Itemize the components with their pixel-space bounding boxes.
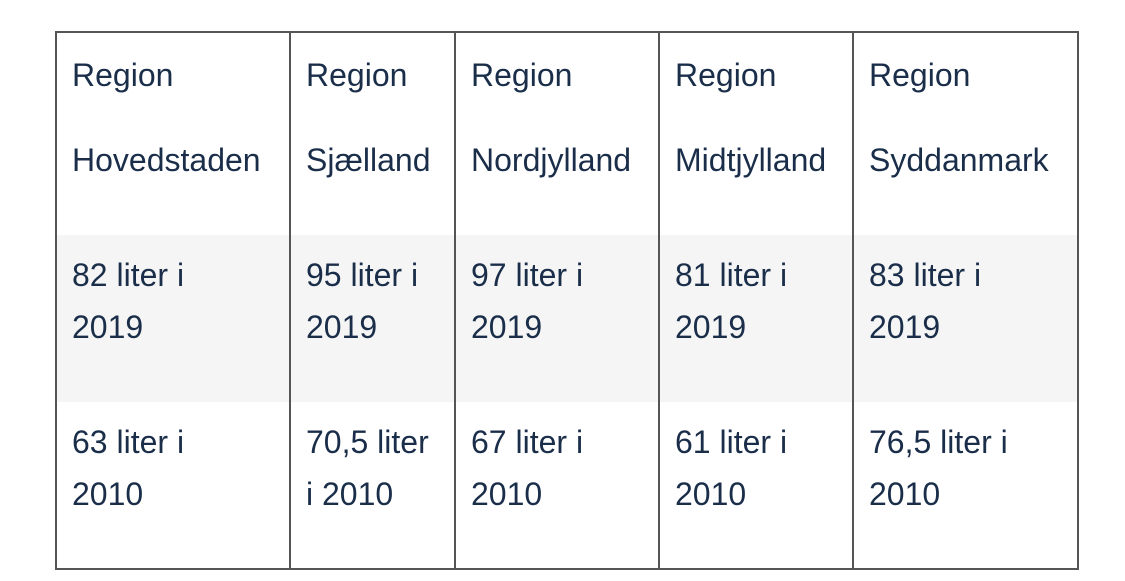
table-container: Region Hovedstaden Region Sjælland Regio… bbox=[55, 31, 1079, 570]
header-line: Nordjylland bbox=[471, 142, 632, 178]
cell-line: 2019 bbox=[675, 309, 747, 345]
cell-line: 2019 bbox=[72, 309, 144, 345]
table-cell: 95 liter i 2019 bbox=[289, 235, 456, 402]
header-line: Midtjylland bbox=[675, 142, 827, 178]
cell-line: 82 liter i bbox=[72, 257, 185, 293]
cell-line: 2019 bbox=[471, 309, 543, 345]
header-line: Region bbox=[869, 57, 971, 93]
table-cell: 76,5 liter i 2010 bbox=[852, 402, 1079, 569]
table-cell: 83 liter i 2019 bbox=[852, 235, 1079, 402]
table-row: 63 liter i 2010 70,5 liter i 2010 67 lit… bbox=[55, 402, 1079, 569]
cell-line: 95 liter i bbox=[306, 257, 419, 293]
header-line: Region bbox=[306, 57, 408, 93]
header-line: Syddanmark bbox=[869, 142, 1049, 178]
header-line: Region bbox=[675, 57, 777, 93]
header-line: Region bbox=[72, 57, 174, 93]
header-cell-hovedstaden: Region Hovedstaden bbox=[55, 32, 291, 235]
cell-line: 61 liter i bbox=[675, 424, 788, 460]
cell-line: 67 liter i bbox=[471, 424, 584, 460]
cell-line: 2010 bbox=[471, 476, 543, 512]
table-cell: 97 liter i 2019 bbox=[454, 235, 660, 402]
cell-line: 2019 bbox=[306, 309, 378, 345]
table-cell: 67 liter i 2010 bbox=[454, 402, 660, 569]
table-cell: 61 liter i 2010 bbox=[658, 402, 854, 569]
cell-line: 97 liter i bbox=[471, 257, 584, 293]
table-cell: 63 liter i 2010 bbox=[55, 402, 291, 569]
table-cell: 81 liter i 2019 bbox=[658, 235, 854, 402]
cell-line: 81 liter i bbox=[675, 257, 788, 293]
header-line: Sjælland bbox=[306, 142, 431, 178]
header-line: Region bbox=[471, 57, 573, 93]
cell-line: 2010 bbox=[675, 476, 747, 512]
header-cell-sjaelland: Region Sjælland bbox=[289, 32, 456, 235]
header-cell-syddanmark: Region Syddanmark bbox=[852, 32, 1079, 235]
header-line: Hovedstaden bbox=[72, 142, 261, 178]
cell-line: 76,5 liter i bbox=[869, 424, 1008, 460]
table-cell: 70,5 liter i 2010 bbox=[289, 402, 456, 569]
cell-line: 2010 bbox=[72, 476, 144, 512]
cell-line: 70,5 liter bbox=[306, 424, 429, 460]
consumption-table: Region Hovedstaden Region Sjælland Regio… bbox=[55, 31, 1079, 570]
header-cell-midtjylland: Region Midtjylland bbox=[658, 32, 854, 235]
cell-line: 2010 bbox=[869, 476, 941, 512]
table-row: 82 liter i 2019 95 liter i 2019 97 liter… bbox=[55, 235, 1079, 402]
cell-line: 2019 bbox=[869, 309, 941, 345]
header-cell-nordjylland: Region Nordjylland bbox=[454, 32, 660, 235]
cell-line: 63 liter i bbox=[72, 424, 185, 460]
table-cell: 82 liter i 2019 bbox=[55, 235, 291, 402]
table-header-row: Region Hovedstaden Region Sjælland Regio… bbox=[55, 32, 1079, 235]
cell-line: 83 liter i bbox=[869, 257, 982, 293]
cell-line: i 2010 bbox=[306, 476, 394, 512]
